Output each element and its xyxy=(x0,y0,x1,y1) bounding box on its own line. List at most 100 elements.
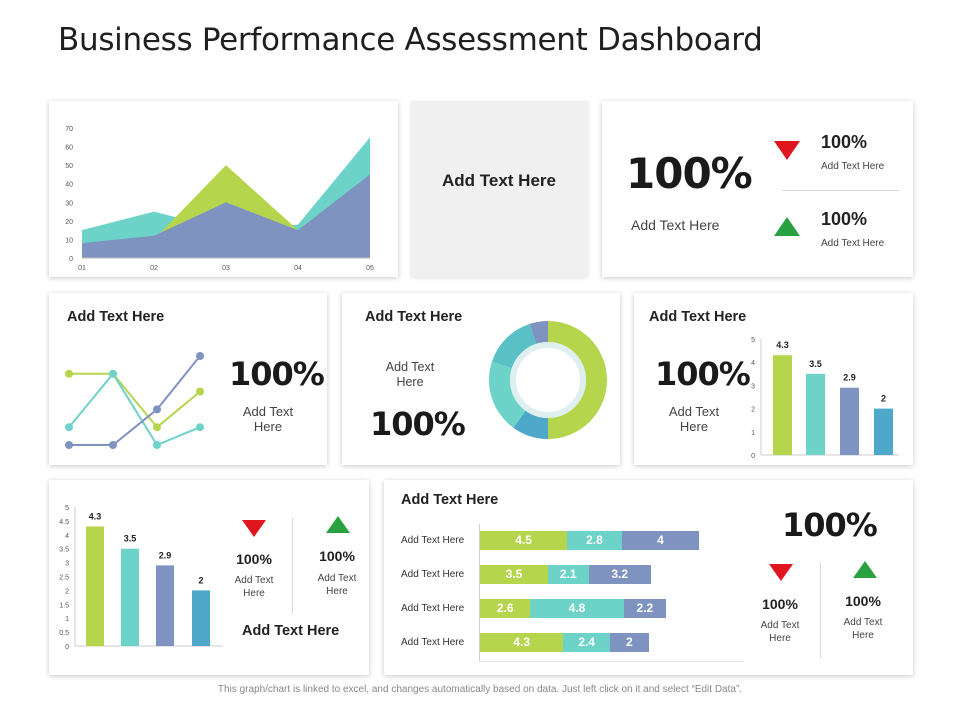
line-point xyxy=(109,441,117,449)
kpi-divider xyxy=(820,562,821,658)
bar-chart: 0 1 2 3 4 5 4.3 3.5 2.9 2 xyxy=(751,337,899,460)
kpi-bottom-label: Add Text Here xyxy=(821,238,885,249)
arrow-down-icon xyxy=(242,520,266,537)
stacked-axis-line xyxy=(479,524,480,661)
donut-slice xyxy=(548,321,607,439)
category-label: Add Text Here xyxy=(401,569,465,580)
stacked-card-value: 100% xyxy=(782,506,878,544)
bar-card-header: Add Text Here xyxy=(649,309,747,325)
bar xyxy=(192,590,210,646)
x-tick-label: 01 xyxy=(78,265,86,272)
bar-value-label: 4.3 xyxy=(776,340,789,350)
page-title: Business Performance Assessment Dashboar… xyxy=(58,22,763,58)
y-tick-label: 4 xyxy=(751,360,755,367)
left-kpi-value: 100% xyxy=(762,596,798,612)
line-point xyxy=(196,423,204,432)
category-label: Add Text Here xyxy=(401,637,465,648)
category-label: Add Text Here xyxy=(401,535,465,546)
bar-card-value: 100% xyxy=(655,355,751,393)
area-series xyxy=(82,174,370,258)
y-tick-label: 3 xyxy=(65,561,69,568)
y-tick-label: 5 xyxy=(751,337,755,344)
bar-kpi-footer-label: Add Text Here xyxy=(242,623,340,639)
stacked-bar-segment: 2 xyxy=(609,633,649,652)
donut-slice xyxy=(491,323,537,369)
donut-chart xyxy=(489,321,607,439)
arrow-down-icon xyxy=(769,564,793,581)
y-tick-label: 0.5 xyxy=(59,630,69,637)
donut-slice xyxy=(529,321,548,344)
bar-kpi-card: 0 0.5 1 1.5 2 2.5 3 3.5 4 4.5 5 4.3 3.5 2.9 2 100% Add… xyxy=(49,480,369,675)
line-point xyxy=(153,423,161,432)
y-tick-label: 1 xyxy=(751,430,755,437)
right-kpi-value: 100% xyxy=(319,548,355,564)
x-tick-label: 03 xyxy=(222,265,230,272)
stacked-card-header: Add Text Here xyxy=(401,492,499,508)
right-kpi-value: 100% xyxy=(845,593,881,609)
donut-card-value: 100% xyxy=(370,405,466,443)
text-card: Add Text Here xyxy=(411,101,588,277)
line-chart xyxy=(65,352,204,449)
donut-slice xyxy=(513,410,548,439)
x-tick-label: 02 xyxy=(150,265,158,272)
stacked-axis-bottom xyxy=(479,661,744,662)
kpi-top-label: Add Text Here xyxy=(821,161,885,172)
bar-value-label: 4.3 xyxy=(89,511,102,521)
stacked-bar-segment: 4.8 xyxy=(530,599,624,618)
area-chart-card: 0 10 20 30 40 50 60 70 01 02 03 04 05 xyxy=(49,101,398,277)
bar-value-label: 2.9 xyxy=(159,550,172,560)
line-card-value: 100% xyxy=(229,355,325,393)
y-tick-label: 2 xyxy=(751,407,755,414)
y-tick-label: 40 xyxy=(65,182,73,189)
bar xyxy=(121,548,139,646)
stacked-bar-card: Add Text Here Add Text Here 4.5 2.8 4 Add Te… xyxy=(384,480,913,675)
y-tick-label: 30 xyxy=(65,200,73,207)
stacked-bar-segment: 2.1 xyxy=(547,565,589,584)
kpi-divider xyxy=(782,190,899,191)
y-tick-label: 3.5 xyxy=(59,547,69,554)
stacked-bar-segment: 2.4 xyxy=(563,633,610,652)
line-card-label: Add Text Here xyxy=(242,404,294,434)
line-point xyxy=(109,369,117,378)
kpi-big-label: Add Text Here xyxy=(631,217,720,233)
left-kpi-value: 100% xyxy=(236,551,272,567)
bar-chart-2: 0 0.5 1 1.5 2 2.5 3 3.5 4 4.5 5 4.3 3.5 2.9 2 xyxy=(59,505,223,651)
y-tick-label: 4 xyxy=(65,533,69,540)
stacked-bar-segment: 4 xyxy=(621,531,700,550)
line-point xyxy=(196,387,204,396)
bar-value-label: 3.5 xyxy=(124,534,137,544)
stacked-bar-segment: 4.3 xyxy=(480,633,564,652)
bar xyxy=(874,408,893,455)
stacked-bar-segment: 2.6 xyxy=(480,599,531,618)
bar-value-label: 2 xyxy=(881,394,886,404)
donut-inner-ring xyxy=(510,342,586,418)
right-kpi-label: Add Text Here xyxy=(843,617,883,641)
y-tick-label: 2.5 xyxy=(59,575,69,582)
bar-chart-card: Add Text Here 100% Add Text Here 0 1 2 3 4 5 4… xyxy=(634,293,913,465)
stacked-bar-segment: 3.2 xyxy=(588,565,651,584)
y-tick-label: 5 xyxy=(65,505,69,512)
bar-value-label: 3.5 xyxy=(809,359,822,369)
arrow-up-icon xyxy=(326,516,350,533)
arrow-up-icon xyxy=(853,561,877,578)
donut-chart-card: Add Text Here Add Text Here 100% xyxy=(342,293,620,465)
donut-card-label: Add Text Here xyxy=(385,360,435,389)
stacked-bar-segment: 4.5 xyxy=(480,531,568,550)
line-series xyxy=(68,372,201,447)
area-series xyxy=(82,137,370,258)
line-series xyxy=(69,355,201,446)
stacked-bar-segment: 2.8 xyxy=(567,531,622,550)
bar xyxy=(773,355,792,455)
bar xyxy=(86,526,104,646)
y-tick-label: 70 xyxy=(65,126,73,133)
donut-card-header: Add Text Here xyxy=(365,309,463,325)
text-card-label: Add Text Here xyxy=(442,171,556,190)
line-card-header: Add Text Here xyxy=(67,309,165,325)
bar-value-label: 2.9 xyxy=(843,373,856,383)
kpi-card: 100% Add Text Here 100% Add Text Here 10… xyxy=(602,101,913,277)
donut-slice xyxy=(489,361,526,428)
y-tick-label: 20 xyxy=(65,219,73,226)
bar xyxy=(806,373,825,455)
y-tick-label: 4.5 xyxy=(59,519,69,526)
kpi-bottom-value: 100% xyxy=(821,209,868,229)
